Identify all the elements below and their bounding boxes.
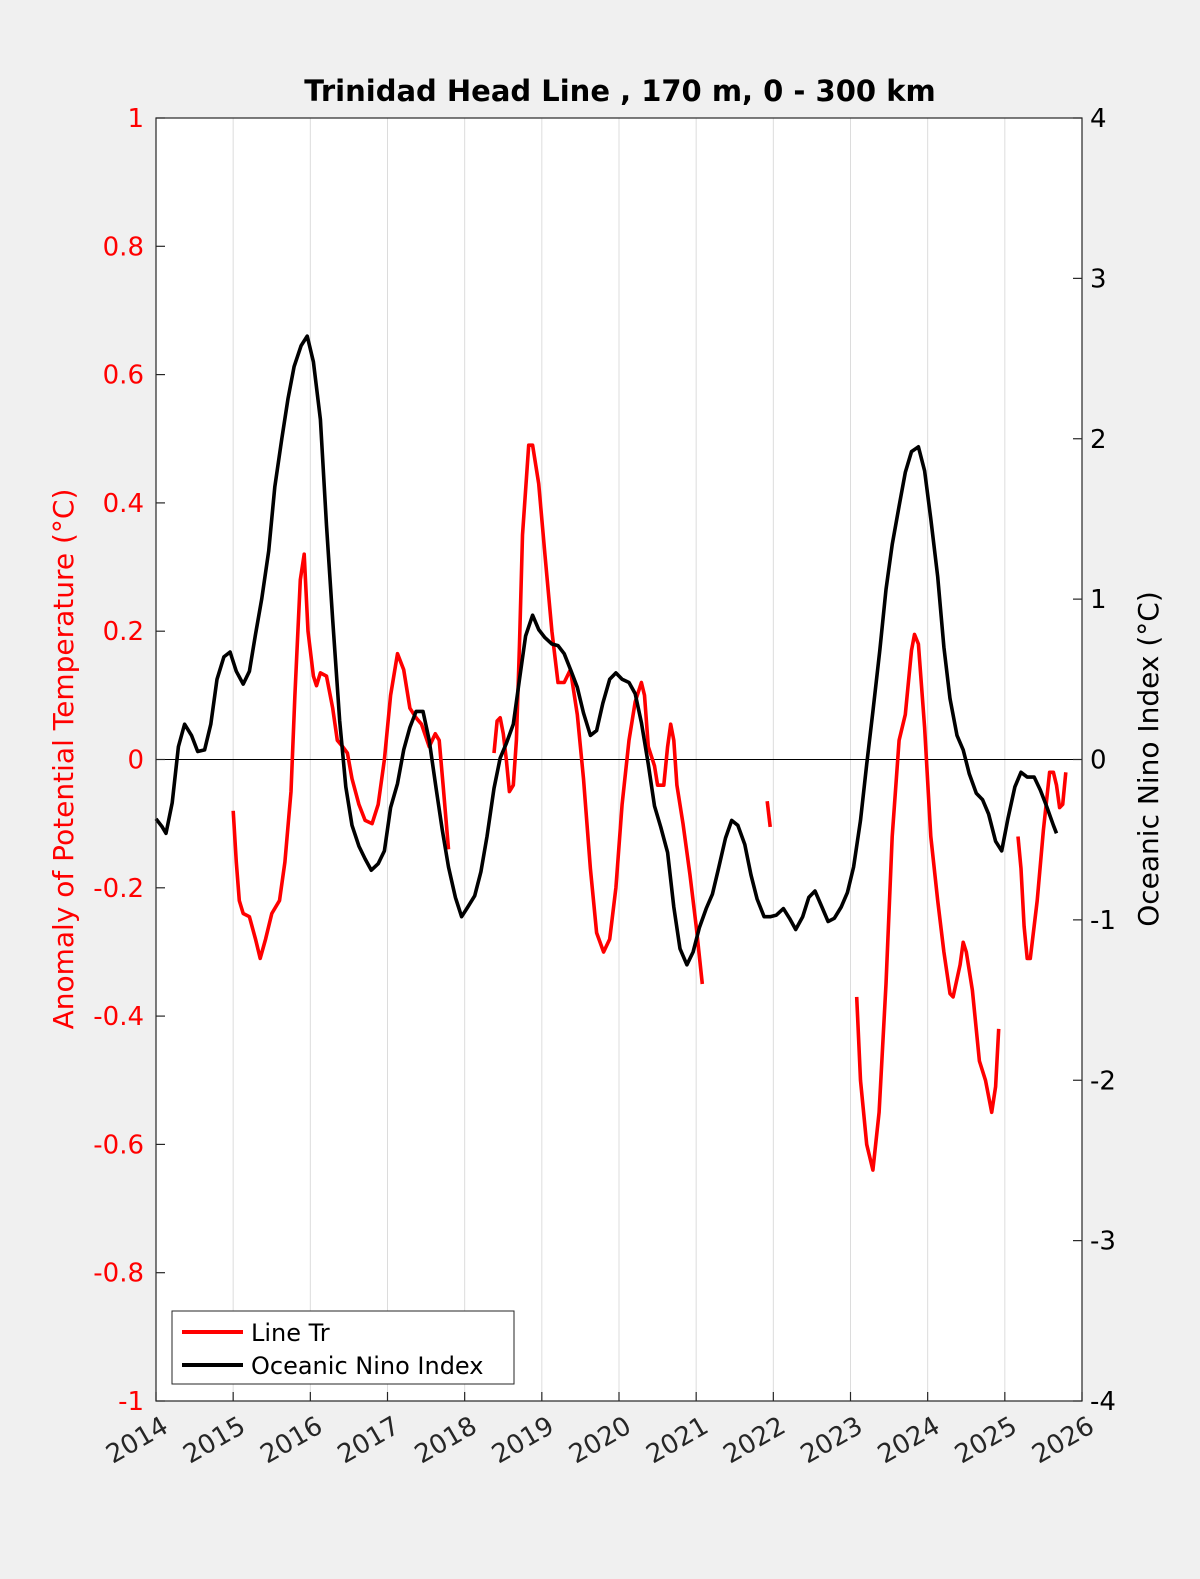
x-tick-label: 2016 bbox=[256, 1411, 328, 1470]
x-tick-label: 2026 bbox=[1027, 1411, 1099, 1470]
series-line-line-tr-segment-0 bbox=[231, 552, 451, 961]
series-line-line-tr-segment-3 bbox=[854, 632, 1001, 1172]
x-tick-label: 2020 bbox=[564, 1411, 636, 1470]
y-axis-right-label: Oceanic Nino Index (°C) bbox=[1132, 591, 1165, 927]
y-right-tick-label: -1 bbox=[1090, 906, 1116, 936]
y-left-tick-label: -0.2 bbox=[93, 874, 144, 904]
legend-label-oni: Oceanic Nino Index bbox=[251, 1352, 483, 1380]
x-tick-label: 2024 bbox=[873, 1411, 945, 1470]
y-left-tick-label: 0.4 bbox=[103, 489, 144, 519]
x-tick-label: 2017 bbox=[333, 1411, 405, 1470]
y-right-tick-label: 4 bbox=[1090, 104, 1107, 134]
y-axis-left-label: Anomaly of Potential Temperature (°C) bbox=[47, 489, 80, 1030]
y-left-tick-label: -0.6 bbox=[93, 1130, 144, 1160]
y-left-tick-label: 0.8 bbox=[103, 232, 144, 262]
y-left-tick-label: 0.2 bbox=[103, 617, 144, 647]
series-line-line-tr-segment-1 bbox=[492, 443, 705, 985]
legend-label-line-tr: Line Tr bbox=[251, 1319, 330, 1347]
x-tick-label: 2015 bbox=[178, 1411, 250, 1470]
y-right-tick-label: 3 bbox=[1090, 264, 1107, 294]
y-left-tick-label: 0.6 bbox=[103, 361, 144, 391]
x-tick-label: 2014 bbox=[101, 1411, 173, 1470]
x-tick-label: 2022 bbox=[719, 1411, 791, 1470]
legend: Line Tr Oceanic Nino Index bbox=[171, 1310, 515, 1385]
x-tick-label: 2019 bbox=[487, 1411, 559, 1470]
x-tick-label: 2018 bbox=[410, 1411, 482, 1470]
y-left-tick-label: 0 bbox=[127, 746, 144, 776]
y-left-tick-label: -1 bbox=[118, 1387, 144, 1417]
y-right-tick-label: -2 bbox=[1090, 1066, 1116, 1096]
y-left-tick-label: -0.4 bbox=[93, 1002, 144, 1032]
legend-box bbox=[171, 1310, 515, 1385]
y-right-tick-label: -4 bbox=[1090, 1387, 1116, 1417]
series-line-line-tr-segment-4 bbox=[1016, 770, 1068, 961]
series-line-line-tr-segment-2 bbox=[765, 800, 772, 828]
y-right-tick-label: 0 bbox=[1090, 746, 1107, 776]
y-left-tick-label: -0.8 bbox=[93, 1259, 144, 1289]
y-right-tick-label: -3 bbox=[1090, 1227, 1116, 1257]
series-layer bbox=[154, 334, 1068, 1172]
series-line-oni-segment-0 bbox=[154, 334, 1059, 967]
y-right-tick-label: 2 bbox=[1090, 425, 1107, 455]
y-left-tick-label: 1 bbox=[127, 104, 144, 134]
chart-title: Trinidad Head Line , 170 m, 0 - 300 km bbox=[304, 74, 935, 108]
x-tick-label: 2025 bbox=[950, 1411, 1022, 1470]
x-tick-label: 2021 bbox=[641, 1411, 713, 1470]
x-tick-label: 2023 bbox=[796, 1411, 868, 1470]
y-right-tick-label: 1 bbox=[1090, 585, 1107, 615]
